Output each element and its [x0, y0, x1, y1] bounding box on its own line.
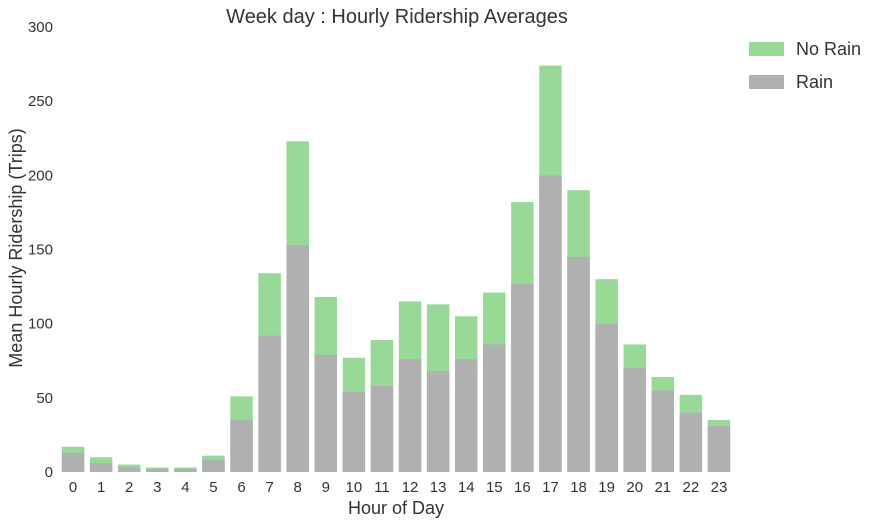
bar-rain-hour-9 [314, 354, 338, 472]
x-tick-label: 13 [430, 479, 447, 496]
x-tick-label: 2 [125, 479, 133, 496]
x-tick-label: 10 [346, 479, 363, 496]
x-tick-label: 8 [294, 479, 302, 496]
x-tick-label: 22 [683, 479, 700, 496]
bar-rain-hour-12 [398, 359, 422, 472]
bar-rain-hour-13 [426, 371, 450, 472]
x-tick-label: 3 [153, 479, 161, 496]
legend-swatch-rain [749, 75, 784, 89]
x-tick-label: 17 [542, 479, 559, 496]
y-tick-label: 250 [28, 93, 53, 110]
y-tick-label: 200 [28, 167, 53, 184]
x-tick-label: 0 [69, 479, 77, 496]
bars-layer [61, 65, 731, 473]
y-axis-ticks: 0 50 100 150 200 250 300 [28, 19, 53, 481]
x-tick-label: 18 [570, 479, 587, 496]
bar-rain-hour-16 [511, 283, 534, 472]
legend-label-no-rain: No Rain [796, 39, 861, 59]
bar-rain-hour-4 [174, 469, 197, 472]
bar-rain-hour-17 [539, 175, 562, 472]
legend-label-rain: Rain [796, 72, 833, 92]
x-tick-label: 12 [402, 479, 419, 496]
x-axis-label: Hour of Day [348, 498, 444, 518]
bar-rain-hour-18 [567, 256, 590, 472]
bar-rain-hour-3 [146, 469, 169, 472]
legend-swatch-no-rain [749, 42, 784, 56]
x-tick-label: 11 [374, 479, 390, 496]
x-tick-label: 9 [322, 479, 330, 496]
x-tick-label: 15 [486, 479, 503, 496]
x-tick-label: 4 [181, 479, 189, 496]
x-tick-label: 5 [209, 479, 217, 496]
y-tick-label: 50 [36, 390, 53, 407]
bar-rain-hour-20 [623, 368, 646, 472]
bar-rain-hour-7 [258, 335, 281, 472]
bar-rain-hour-19 [595, 323, 618, 472]
y-tick-label: 300 [28, 19, 53, 36]
y-tick-label: 100 [28, 316, 53, 333]
bar-rain-hour-1 [89, 463, 113, 472]
y-tick-label: 150 [28, 242, 53, 259]
legend: No Rain Rain [749, 39, 861, 92]
x-tick-label: 19 [598, 479, 615, 496]
bar-rain-hour-11 [370, 385, 394, 472]
x-axis-ticks: 0 1 2 3 4 5 6 7 8 9 10 11 12 13 14 15 16 17 18 19 20 21 22 23 [69, 479, 727, 496]
bar-rain-hour-15 [483, 344, 506, 472]
chart-title: Week day : Hourly Ridership Averages [226, 6, 568, 28]
x-tick-label: 14 [458, 479, 475, 496]
bar-rain-hour-21 [651, 390, 675, 472]
bar-rain-hour-8 [286, 245, 309, 472]
y-tick-label: 0 [45, 464, 53, 481]
bar-rain-hour-14 [454, 359, 478, 472]
bar-rain-hour-2 [117, 467, 141, 472]
x-tick-label: 23 [711, 479, 728, 496]
x-tick-label: 7 [265, 479, 273, 496]
bar-rain-hour-6 [230, 420, 253, 472]
bar-rain-hour-0 [61, 452, 85, 472]
y-axis-label: Mean Hourly Ridership (Trips) [6, 128, 26, 367]
bar-rain-hour-5 [202, 460, 225, 472]
x-tick-label: 1 [97, 479, 105, 496]
bar-rain-hour-23 [707, 426, 731, 472]
x-tick-label: 6 [237, 479, 245, 496]
bar-rain-hour-10 [342, 391, 366, 472]
x-tick-label: 20 [626, 479, 643, 496]
bar-rain-hour-22 [679, 412, 703, 472]
x-tick-label: 16 [514, 479, 531, 496]
x-tick-label: 21 [654, 479, 671, 496]
